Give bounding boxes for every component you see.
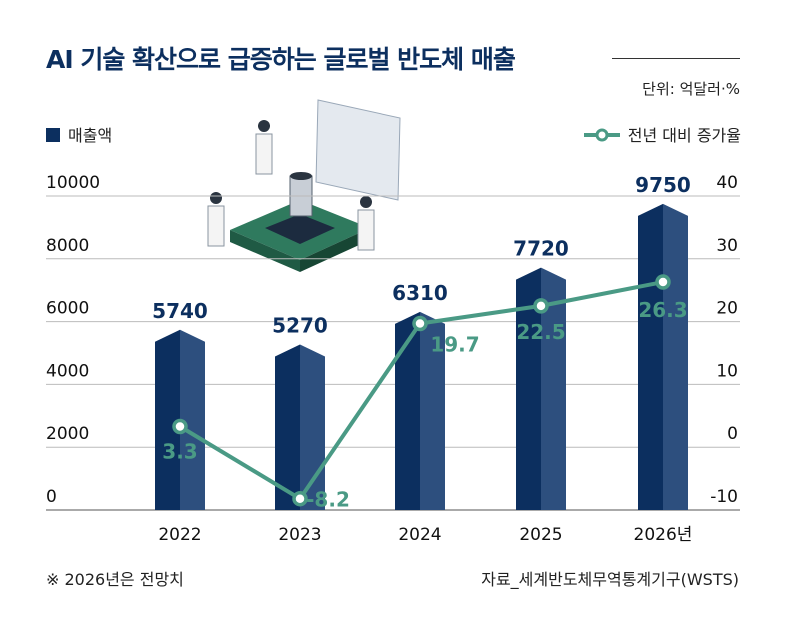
legend-line-swatch [583, 128, 620, 142]
growth-point [172, 418, 188, 435]
x-tick-label: 2026년 [634, 525, 693, 545]
unit-label: 단위: 억달러·% [642, 80, 740, 98]
bar-value-label: 9750 [635, 173, 691, 197]
growth-value-label: -8.2 [306, 488, 350, 512]
bar-value-label: 5740 [152, 299, 208, 323]
left-tick-label: 4000 [46, 361, 89, 381]
growth-value-label: 22.5 [516, 320, 565, 344]
x-tick-label: 2025 [519, 525, 562, 545]
growth-value-label: 19.7 [430, 332, 479, 356]
bar-left-face [275, 344, 300, 510]
bar-right-face [663, 203, 688, 510]
legend-bar: 매출액 [46, 122, 112, 146]
source-note: 자료_세계반도체무역통계기구(WSTS) [481, 570, 739, 589]
right-tick-label: 30 [716, 236, 738, 256]
right-tick-label: -10 [710, 487, 738, 507]
growth-point [533, 298, 549, 314]
bar-left-face [395, 311, 420, 510]
legend-bar-label: 매출액 [68, 126, 113, 145]
bar-value-label: 5270 [272, 314, 328, 338]
legend-bar-swatch [46, 128, 60, 142]
bar-left-face [516, 267, 541, 510]
left-tick-label: 8000 [46, 236, 89, 256]
footnote: ※ 2026년은 전망치 [46, 570, 184, 589]
bar-value-label: 6310 [392, 281, 448, 305]
left-tick-label: 2000 [46, 424, 89, 444]
right-tick-label: 40 [716, 173, 738, 193]
bar-right-face [420, 311, 445, 510]
growth-point [655, 274, 671, 290]
right-tick-label: 0 [727, 424, 738, 444]
x-tick-label: 2022 [158, 525, 201, 545]
x-tick-label: 2024 [398, 525, 441, 545]
legend-line: 전년 대비 증가율 [582, 122, 741, 146]
left-tick-label: 10000 [46, 173, 100, 193]
right-tick-label: 10 [716, 361, 738, 381]
legend-line-label: 전년 대비 증가율 [627, 126, 741, 145]
bar-value-label: 7720 [513, 237, 569, 261]
bar-right-face [180, 329, 205, 510]
growth-point [412, 315, 428, 332]
x-tick-label: 2023 [278, 525, 321, 545]
illustration [207, 99, 401, 272]
growth-point [292, 490, 308, 507]
bar-left-face [638, 203, 663, 510]
bar-left-face [155, 329, 180, 510]
right-tick-label: 20 [716, 299, 738, 319]
bar-right-face [300, 344, 325, 510]
left-tick-label: 0 [46, 487, 57, 507]
title-rule [612, 58, 740, 59]
bar-right-face [541, 267, 566, 510]
left-tick-label: 6000 [46, 299, 89, 319]
growth-value-label: 26.3 [638, 298, 687, 322]
growth-value-label: 3.3 [162, 439, 197, 463]
chart-title: AI 기술 확산으로 급증하는 글로벌 반도체 매출 [46, 45, 516, 74]
